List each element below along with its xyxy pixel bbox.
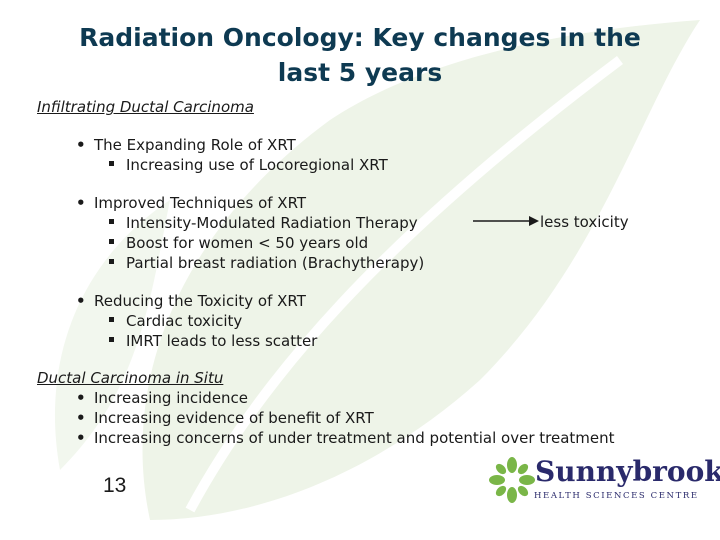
bullet-dot-icon: • <box>76 292 86 310</box>
bullet-dot-icon: • <box>76 429 86 447</box>
sub-bullet-text: Increasing use of Locoregional XRT <box>126 156 388 174</box>
bullet-text: Increasing evidence of benefit of XRT <box>94 409 374 427</box>
bullet-dot-icon: • <box>76 389 86 407</box>
bullet-text: Increasing concerns of under treatment a… <box>94 429 615 447</box>
square-bullet-icon <box>109 161 114 166</box>
bullet-text: Improved Techniques of XRT <box>94 194 307 212</box>
sub-bullet-item: Cardiac toxicity <box>109 311 242 331</box>
page-number: 13 <box>103 474 127 497</box>
square-bullet-icon <box>109 317 114 322</box>
sub-bullet-item: Partial breast radiation (Brachytherapy) <box>109 253 424 273</box>
logo-subtitle: HEALTH SCIENCES CENTRE <box>534 491 699 501</box>
square-bullet-icon <box>109 337 114 342</box>
arrow-label: less toxicity <box>540 213 629 231</box>
bullet-item: • Improved Techniques of XRT <box>76 193 306 213</box>
bullet-dot-icon: • <box>76 136 86 154</box>
sub-bullet-item: Boost for women < 50 years old <box>109 233 368 253</box>
sub-bullet-text: Partial breast radiation (Brachytherapy) <box>126 254 425 272</box>
section-heading-dcis: Ductal Carcinoma in Situ <box>37 369 224 387</box>
title-line-1: Radiation Oncology: Key changes in the <box>79 23 641 52</box>
square-bullet-icon <box>109 239 114 244</box>
title-line-2: last 5 years <box>277 58 443 87</box>
bullet-text: Reducing the Toxicity of XRT <box>94 292 306 310</box>
sub-bullet-item: Increasing use of Locoregional XRT <box>109 155 388 175</box>
bullet-item: • Reducing the Toxicity of XRT <box>76 291 306 311</box>
bullet-item: • The Expanding Role of XRT <box>76 135 296 155</box>
sub-bullet-text: Boost for women < 50 years old <box>126 234 369 252</box>
bullet-dot-icon: • <box>76 409 86 427</box>
section-heading-idc: Infiltrating Ductal Carcinoma <box>37 98 254 116</box>
sub-bullet-text: IMRT leads to less scatter <box>126 332 318 350</box>
sunnybrook-leaf-logo-icon <box>489 457 535 503</box>
bullet-item: • Increasing incidence <box>76 388 248 408</box>
bullet-dot-icon: • <box>76 194 86 212</box>
bullet-text: The Expanding Role of XRT <box>94 136 296 154</box>
square-bullet-icon <box>109 259 114 264</box>
bullet-item: • Increasing concerns of under treatment … <box>76 428 615 448</box>
sub-bullet-item: Intensity-Modulated Radiation Therapy <box>109 213 418 233</box>
logo-wordmark: Sunnybrook <box>535 455 720 488</box>
sub-bullet-text: Intensity-Modulated Radiation Therapy <box>126 214 418 232</box>
bullet-item: • Increasing evidence of benefit of XRT <box>76 408 374 428</box>
slide-title: Radiation Oncology: Key changes in the l… <box>20 20 700 90</box>
square-bullet-icon <box>109 219 114 224</box>
sub-bullet-item: IMRT leads to less scatter <box>109 331 317 351</box>
sub-bullet-text: Cardiac toxicity <box>126 312 243 330</box>
bullet-text: Increasing incidence <box>94 389 249 407</box>
arrow-right-icon <box>473 216 539 226</box>
